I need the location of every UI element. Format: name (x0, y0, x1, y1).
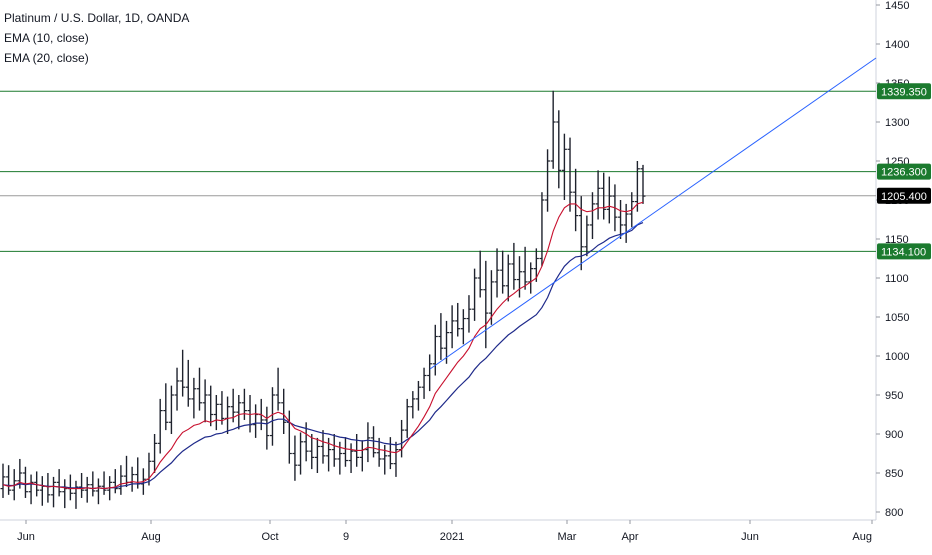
last-price-tag-bg (877, 187, 931, 204)
level-price-tag-bg (877, 243, 931, 260)
time-tick-label: 9 (343, 531, 349, 543)
trendline[interactable] (429, 57, 877, 370)
time-tick-label: Mar (558, 531, 577, 543)
price-tick-label: 1100 (885, 273, 909, 285)
time-tick-label: Jun (17, 531, 35, 543)
time-tick-label: Apr (621, 531, 638, 543)
legend-ema-20: EMA (20, close) (4, 51, 89, 65)
time-tick-label: Aug (141, 531, 161, 543)
time-tick-label: Oct (261, 531, 278, 543)
price-tick-label: 1150 (885, 234, 909, 246)
price-tick-label: 1450 (885, 0, 909, 12)
ema-10-line (2, 201, 644, 490)
level-price-tag-bg (877, 83, 931, 100)
legend-ema-10: EMA (10, close) (4, 31, 89, 45)
price-tick-label: 950 (885, 390, 903, 402)
chart-legend: Platinum / U.S. Dollar, 1D, OANDA EMA (1… (4, 8, 189, 68)
level-price-tag-bg (877, 163, 931, 180)
last-price-tag: 1205.400 (881, 191, 927, 203)
legend-symbol: Platinum / U.S. Dollar, 1D, OANDA (4, 11, 190, 25)
level-price-tag: 1236.300 (881, 167, 927, 179)
time-tick-label: Aug (852, 531, 872, 543)
price-tick-label: 1050 (885, 312, 909, 324)
level-price-tag: 1339.350 (881, 86, 927, 98)
price-tick-label: 1400 (885, 39, 909, 51)
price-tick-label: 900 (885, 429, 903, 441)
price-tick-label: 1300 (885, 117, 909, 129)
price-tick-label: 850 (885, 468, 903, 480)
time-tick-label: Jun (741, 531, 759, 543)
time-tick-label: 2021 (440, 531, 464, 543)
level-price-tag: 1134.100 (881, 246, 926, 258)
price-tick-label: 800 (885, 507, 903, 519)
price-tick-label: 1000 (885, 351, 909, 363)
